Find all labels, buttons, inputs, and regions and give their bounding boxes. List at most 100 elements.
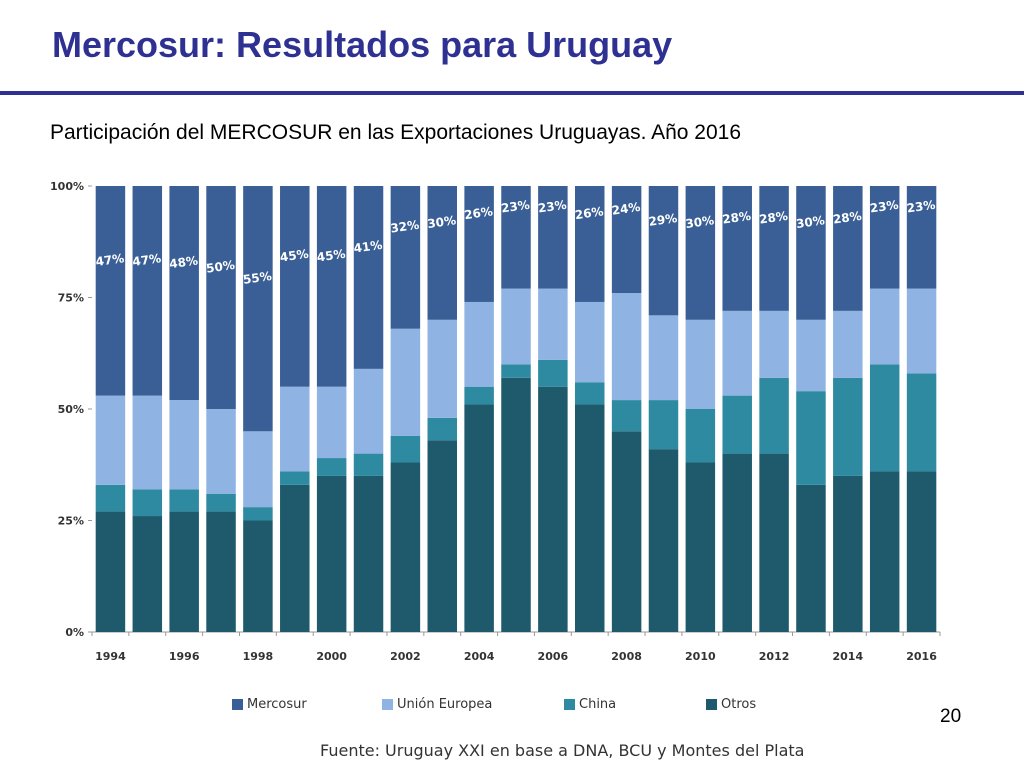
- bar-china-2001: [353, 453, 384, 476]
- data-label-2013: 30%: [795, 213, 825, 231]
- bar-otros-2007: [574, 404, 605, 632]
- legend-swatch: [706, 698, 717, 710]
- bar-otros-1999: [280, 484, 310, 632]
- bar-china-2000: [316, 458, 347, 476]
- x-tick-label-2008: 2008: [611, 650, 642, 663]
- bar-mercosur-1998: [243, 186, 273, 432]
- bar-otros-2014: [833, 475, 863, 632]
- bar-china-2007: [574, 382, 605, 405]
- data-label-1997: 50%: [205, 258, 235, 276]
- bar-china-2014: [833, 377, 863, 476]
- bar-uni-n-europea-2013: [796, 319, 826, 392]
- bar-china-1997: [206, 493, 236, 512]
- bar-uni-n-europea-2007: [574, 301, 605, 383]
- bar-uni-n-europea-2012: [759, 310, 789, 378]
- bar-otros-2005: [501, 377, 531, 632]
- bar-mercosur-2004: [464, 186, 494, 302]
- bar-china-2002: [390, 435, 421, 463]
- bar-uni-n-europea-1997: [206, 409, 236, 494]
- bar-otros-2012: [759, 453, 789, 632]
- data-label-2008: 24%: [611, 200, 641, 218]
- chart-legend: Mercosur Unión Europea China Otros: [232, 693, 826, 715]
- x-tick-label-2016: 2016: [906, 650, 937, 663]
- data-label-1995: 47%: [132, 251, 162, 269]
- bar-mercosur-2001: [353, 186, 384, 369]
- bar-china-1996: [169, 489, 199, 512]
- data-label-2015: 23%: [869, 198, 899, 216]
- bar-china-2008: [611, 400, 642, 432]
- bar-mercosur-2010: [685, 186, 716, 320]
- bar-uni-n-europea-1995: [132, 395, 163, 490]
- bar-mercosur-1999: [280, 186, 310, 387]
- data-label-2007: 26%: [574, 204, 604, 222]
- bar-uni-n-europea-1996: [169, 400, 199, 490]
- bar-otros-1995: [132, 516, 163, 632]
- y-tick-label: 50%: [58, 403, 84, 416]
- bar-uni-n-europea-2015: [869, 288, 900, 365]
- bar-otros-2004: [464, 404, 494, 632]
- bar-otros-1998: [243, 520, 273, 632]
- data-label-1996: 48%: [168, 253, 198, 271]
- x-tick-label-2012: 2012: [759, 650, 790, 663]
- stacked-bar-chart: 0% 25% 50% 75% 100% 47% 1994 47% 48% 1996 50% 55% 19…: [50, 180, 941, 663]
- y-tick-label: 100%: [50, 180, 84, 193]
- bar-mercosur-2003: [427, 186, 458, 320]
- x-tick-label-2014: 2014: [833, 650, 864, 663]
- bar-otros-2010: [685, 462, 716, 632]
- bar-otros-2003: [427, 440, 458, 632]
- bar-china-2009: [648, 400, 679, 450]
- bar-china-1998: [243, 507, 273, 521]
- bar-uni-n-europea-1999: [280, 386, 310, 472]
- slide-title: Mercosur: Resultados para Uruguay: [52, 24, 673, 65]
- bar-china-2005: [501, 364, 531, 378]
- bar-otros-2008: [611, 431, 642, 632]
- x-tick-label-1996: 1996: [169, 650, 200, 663]
- bar-uni-n-europea-2001: [353, 368, 384, 454]
- bar-china-2010: [685, 409, 716, 463]
- bar-otros-1996: [169, 511, 199, 632]
- x-tick-label-2006: 2006: [538, 650, 569, 663]
- x-tick-label-2002: 2002: [390, 650, 421, 663]
- bar-otros-2011: [722, 453, 752, 632]
- bar-uni-n-europea-2009: [648, 315, 679, 401]
- source-note: Fuente: Uruguay XXI en base a DNA, BCU y…: [320, 741, 805, 760]
- chart-subtitle: Participación del MERCOSUR en las Export…: [50, 121, 742, 144]
- data-label-2000: 45%: [316, 247, 346, 265]
- data-label-2009: 29%: [648, 211, 678, 229]
- bar-mercosur-2006: [538, 186, 568, 289]
- bar-mercosur-2000: [316, 186, 347, 387]
- data-label-1998: 55%: [242, 269, 272, 287]
- legend-swatch: [564, 698, 575, 710]
- bar-uni-n-europea-2006: [538, 288, 568, 360]
- bar-china-1994: [95, 484, 126, 512]
- data-label-2014: 28%: [832, 209, 862, 227]
- bar-china-2011: [722, 395, 752, 454]
- bar-china-2015: [869, 364, 900, 472]
- bar-mercosur-2009: [648, 186, 679, 316]
- bar-uni-n-europea-1994: [95, 395, 126, 485]
- data-label-2004: 26%: [463, 204, 493, 222]
- bar-mercosur-2016: [906, 186, 937, 289]
- bar-china-2003: [427, 417, 458, 441]
- bar-china-2006: [538, 359, 568, 387]
- data-label-2006: 23%: [537, 198, 567, 216]
- bar-uni-n-europea-2005: [501, 288, 531, 365]
- bar-otros-1997: [206, 511, 236, 632]
- legend-item-otros: Otros: [706, 693, 826, 715]
- bar-china-2016: [906, 373, 937, 472]
- bar-mercosur-2007: [574, 186, 605, 302]
- legend-label: Otros: [721, 696, 757, 712]
- data-label-2010: 30%: [685, 213, 715, 231]
- bar-mercosur-2011: [722, 186, 752, 311]
- bar-mercosur-2002: [390, 186, 421, 329]
- data-label-2001: 41%: [353, 238, 383, 256]
- legend-label: China: [579, 696, 617, 712]
- bar-uni-n-europea-2011: [722, 310, 752, 396]
- bar-otros-2009: [648, 449, 679, 632]
- bar-uni-n-europea-2002: [390, 328, 421, 436]
- bar-uni-n-europea-2004: [464, 301, 494, 387]
- bar-china-2012: [759, 377, 789, 454]
- bar-mercosur-2008: [611, 186, 642, 294]
- x-tick-label-2010: 2010: [685, 650, 716, 663]
- bar-otros-2016: [906, 471, 937, 632]
